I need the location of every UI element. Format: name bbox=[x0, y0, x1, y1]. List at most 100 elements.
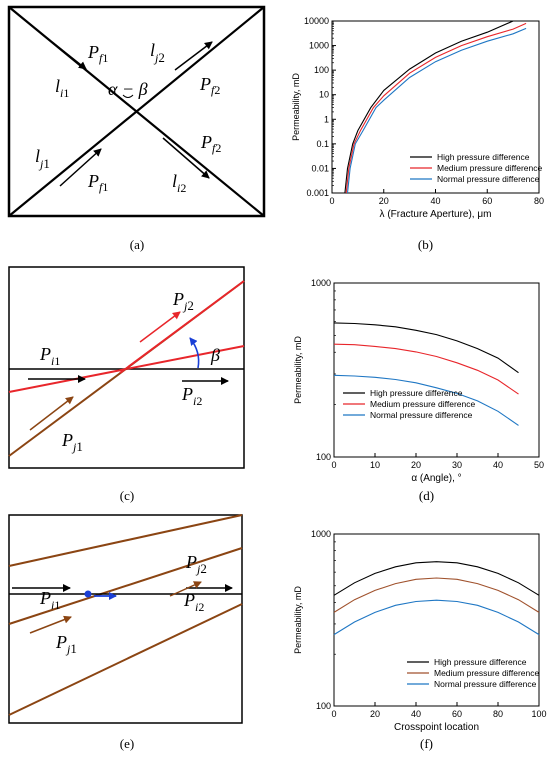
caption: (b) bbox=[418, 237, 433, 252]
flow-arrow-pf2-lower bbox=[162, 137, 210, 179]
angle-arc bbox=[122, 94, 134, 98]
x-axis-label: Crosspoint location bbox=[394, 722, 479, 733]
x-tick-label: 30 bbox=[452, 460, 462, 470]
label-li1: li1 bbox=[55, 76, 69, 100]
flow-arrow-pj1 bbox=[29, 615, 72, 634]
y-axis-label: Permeability, mD bbox=[291, 73, 301, 141]
x-tick-label: 100 bbox=[531, 709, 546, 719]
label-pi1: Pi1 bbox=[39, 588, 60, 612]
label-lj2: lj2 bbox=[150, 40, 165, 65]
plot-frame bbox=[333, 282, 540, 458]
series-line bbox=[346, 27, 527, 194]
label-angle-alpha-beta: α − β bbox=[108, 79, 148, 99]
x-axis-label: λ (Fracture Aperture), μm bbox=[380, 209, 492, 220]
beta-angle-arrow bbox=[189, 337, 200, 369]
y-tick-label: 0.001 bbox=[306, 188, 329, 198]
panel-e-diagram: Pj2 Pi1 Pi2 Pj1 bbox=[8, 514, 243, 724]
y-tick-label: 1 bbox=[324, 114, 329, 124]
y-tick-label: 0.1 bbox=[316, 139, 329, 149]
flow-arrow-pj2 bbox=[139, 311, 181, 343]
x-tick-label: 60 bbox=[482, 196, 492, 206]
legend-label: Normal pressure difference bbox=[370, 410, 473, 420]
legend-label: High pressure difference bbox=[437, 152, 530, 162]
x-tick-label: 40 bbox=[430, 196, 440, 206]
series-line bbox=[333, 322, 519, 374]
series-line bbox=[345, 22, 527, 194]
panel-e-frame bbox=[8, 514, 243, 724]
x-tick-label: 50 bbox=[534, 460, 544, 470]
legend-label: Medium pressure difference bbox=[370, 399, 475, 409]
legend-label: High pressure difference bbox=[434, 657, 527, 667]
caption-e: (e) bbox=[120, 736, 134, 751]
x-tick-label: 20 bbox=[411, 460, 421, 470]
parallel-fracture-1 bbox=[8, 514, 243, 567]
legend-label: Medium pressure difference bbox=[437, 163, 542, 173]
x-tick-label: 20 bbox=[379, 196, 389, 206]
x-tick-label: 80 bbox=[493, 709, 503, 719]
y-tick-label: 10000 bbox=[304, 16, 329, 26]
x-tick-label: 10 bbox=[370, 460, 380, 470]
panel-c-diagram: Pj2 β Pi1 Pi2 Pj1 bbox=[8, 266, 245, 469]
x-tick-label: 80 bbox=[534, 196, 544, 206]
legend-label: Medium pressure difference bbox=[434, 668, 539, 678]
panel-a-frame bbox=[7, 5, 266, 218]
legend-label: High pressure difference bbox=[370, 388, 463, 398]
label-li2: li2 bbox=[172, 171, 186, 195]
y-axis-label: Permeability, mD bbox=[293, 586, 303, 654]
flow-arrow-pf1-top bbox=[51, 41, 87, 70]
label-pf1-lower: Pf1 bbox=[87, 171, 108, 194]
x-tick-label: 40 bbox=[493, 460, 503, 470]
series-line bbox=[333, 374, 519, 426]
y-tick-label: 100 bbox=[316, 452, 331, 462]
caption: (f) bbox=[420, 736, 433, 751]
series-line bbox=[344, 20, 514, 194]
label-pi2: Pi2 bbox=[181, 384, 202, 408]
parallel-fracture-2 bbox=[8, 547, 243, 625]
flow-arrow-lj2 bbox=[174, 41, 213, 71]
label-pj2: Pj2 bbox=[185, 552, 207, 576]
label-pi1: Pi1 bbox=[39, 344, 60, 368]
caption-a: (a) bbox=[130, 237, 144, 252]
y-tick-label: 1000 bbox=[309, 41, 329, 51]
series-line bbox=[333, 577, 540, 613]
fracture-line-2 bbox=[8, 6, 265, 217]
flow-arrow-pj1 bbox=[29, 396, 74, 431]
y-axis-label: Permeability, mD bbox=[293, 336, 303, 404]
x-tick-label: 0 bbox=[329, 196, 334, 206]
label-lj1: lj1 bbox=[35, 146, 50, 171]
x-tick-label: 0 bbox=[331, 709, 336, 719]
x-tick-label: 60 bbox=[452, 709, 462, 719]
parallel-fracture-3 bbox=[8, 603, 243, 716]
angled-fracture-steep-upper bbox=[119, 280, 245, 374]
flow-arrow-pj2 bbox=[169, 581, 202, 597]
label-pj2: Pj2 bbox=[172, 289, 194, 313]
legend-label: Normal pressure difference bbox=[437, 174, 540, 184]
label-pf2-right: Pf2 bbox=[199, 74, 220, 97]
label-beta: β bbox=[210, 345, 220, 365]
x-axis-label: α (Angle), ° bbox=[411, 473, 461, 484]
series-line bbox=[333, 599, 540, 636]
panel-a-diagram: Pf1 lj2 li1 α − β Pf2 lj1 Pf2 Pf1 li2 bbox=[7, 5, 266, 218]
y-tick-label: 1000 bbox=[311, 529, 331, 539]
flow-arrow-lj1 bbox=[59, 148, 102, 187]
legend-label: Normal pressure difference bbox=[434, 679, 537, 689]
y-tick-label: 1000 bbox=[311, 278, 331, 288]
crosspoint-marker bbox=[84, 590, 92, 598]
chart-b: 0 20 40 60 80 0.001 0.01 0.1 1 10 100 1000 10000 λ (F… bbox=[291, 16, 544, 252]
caption-c: (c) bbox=[120, 488, 134, 503]
plot-frame bbox=[333, 533, 540, 707]
y-tick-label: 10 bbox=[319, 90, 329, 100]
y-tick-label: 100 bbox=[314, 65, 329, 75]
series-line bbox=[333, 343, 519, 395]
series-line bbox=[333, 561, 540, 596]
label-pi2: Pi2 bbox=[183, 590, 204, 614]
x-tick-label: 0 bbox=[331, 460, 336, 470]
label-pj1: Pj1 bbox=[55, 632, 77, 656]
chart-d: 0 10 20 30 40 50 100 1000 α (Angle), ° Permeabili… bbox=[293, 278, 544, 503]
label-pj1: Pj1 bbox=[61, 430, 83, 454]
caption: (d) bbox=[419, 488, 434, 503]
chart-f: 0 20 40 60 80 100 100 1000 Crosspoint location Pe… bbox=[293, 529, 547, 751]
label-pf1-top: Pf1 bbox=[87, 42, 108, 65]
label-pf2-lower: Pf2 bbox=[200, 132, 221, 155]
